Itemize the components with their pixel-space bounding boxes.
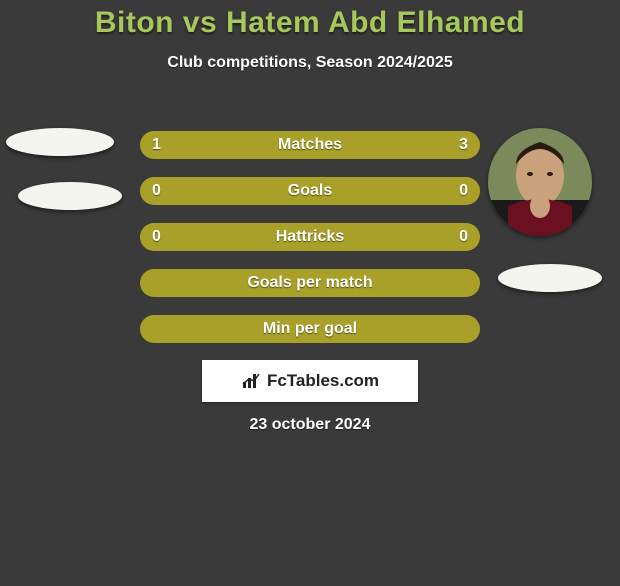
stat-bar-label: Goals — [140, 177, 480, 205]
stat-bar-label: Goals per match — [140, 269, 480, 297]
stat-bar-value-right: 3 — [459, 131, 468, 159]
player-right-avatar-placeholder-2 — [498, 264, 602, 292]
stat-bar: Goals0 0 — [140, 177, 480, 205]
comparison-bars: Matches13Goals00Hattricks00Goals per mat… — [140, 131, 480, 361]
stat-bar-label: Hattricks — [140, 223, 480, 251]
player-right-avatar — [488, 128, 592, 236]
player-left-avatar-placeholder-2 — [18, 182, 122, 210]
comparison-subtitle: Club competitions, Season 2024/2025 — [0, 54, 620, 72]
stat-bar-value-right: 0 — [459, 223, 468, 251]
stat-bar-value-left: 0 — [152, 177, 161, 205]
stat-bar: Goals per match — [140, 269, 480, 297]
snapshot-date: 23 october 2024 — [0, 416, 620, 434]
player-left-avatar-placeholder-1 — [6, 128, 114, 156]
stat-bar-value-right: 0 — [459, 177, 468, 205]
brand-label: FcTables.com — [241, 371, 379, 391]
stat-bar: Min per goal — [140, 315, 480, 343]
stat-bar-value-left: 1 — [152, 131, 161, 159]
stat-bar-value-left: 0 — [152, 223, 161, 251]
stat-bar-label: Min per goal — [140, 315, 480, 343]
brand-box: FcTables.com — [202, 360, 418, 402]
stat-bar: Hattricks0 0 — [140, 223, 480, 251]
brand-text: FcTables.com — [267, 371, 379, 391]
stat-bar: Matches1 3 — [140, 131, 480, 159]
bar-chart-icon — [241, 372, 263, 390]
stat-bar-label: Matches — [140, 131, 480, 159]
comparison-title: Biton vs Hatem Abd Elhamed — [0, 6, 620, 40]
